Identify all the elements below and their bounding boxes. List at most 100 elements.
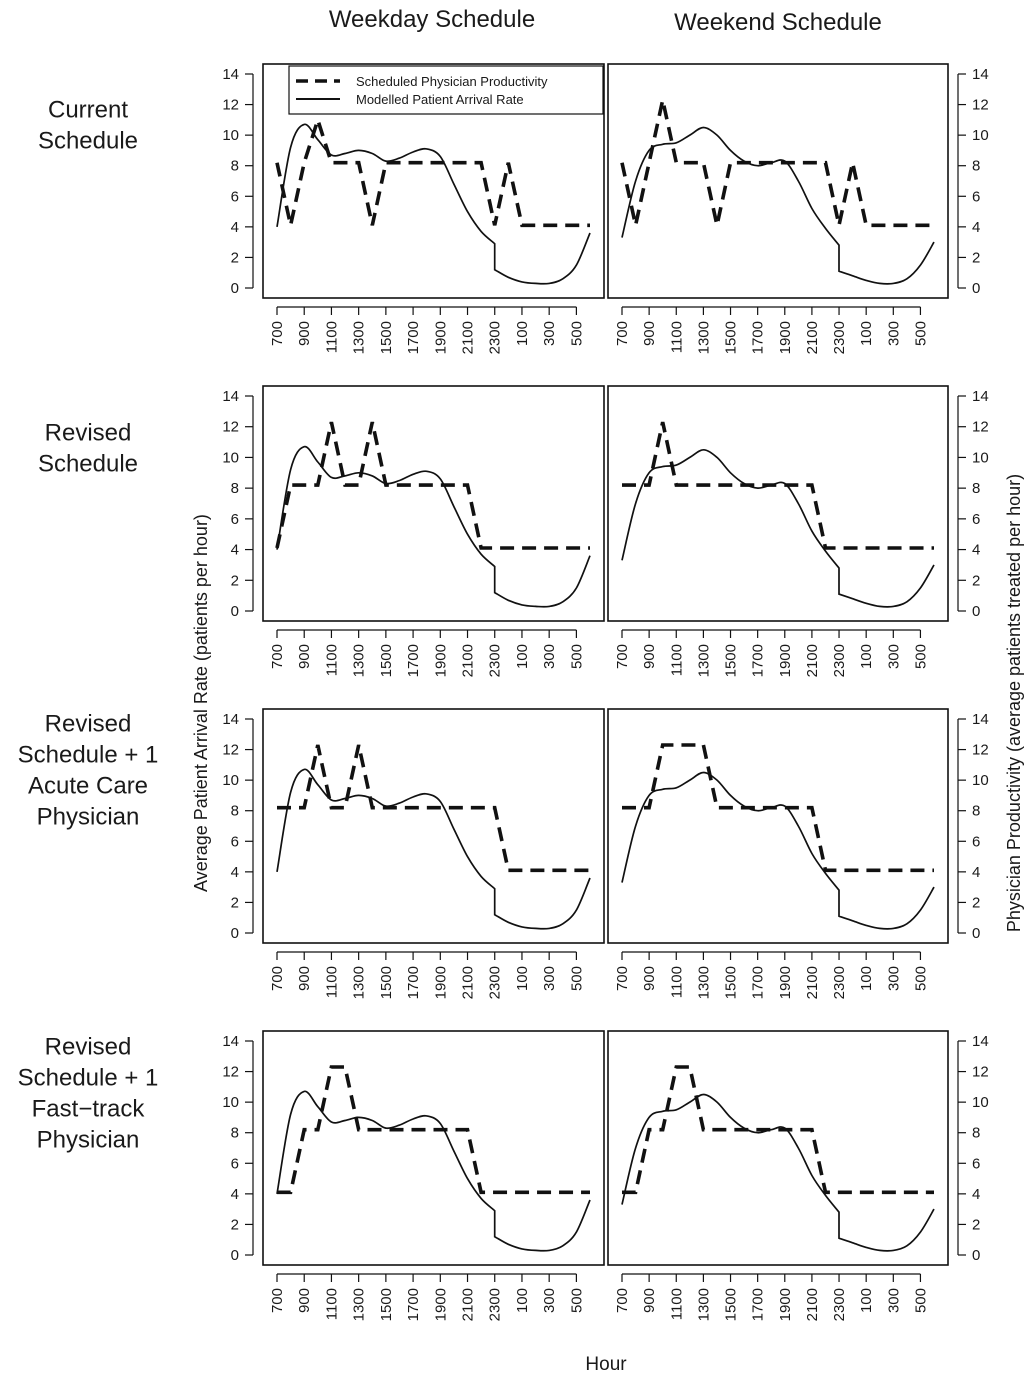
panel-frame [607,708,949,944]
x-tick-label: 2300 [831,321,848,354]
x-tick-label: 100 [858,1288,875,1313]
x-tick-label: 300 [885,1288,902,1313]
x-tick-label: 500 [568,1288,585,1313]
panel-4-weekend: 700 900 1100 1300 1500 1700 1900 2100 2300 100 300… [607,1030,989,1321]
row-title-line: Revised [45,420,132,447]
x-tick-label: 2300 [831,644,848,677]
x-tick-label: 2300 [831,1288,848,1321]
y-tick-label: 14 [972,388,989,405]
x-tick-label: 1500 [378,966,395,999]
row-title-line: Current [48,97,128,124]
y-tick-label: 2 [231,1216,239,1233]
panel-frame [262,63,605,299]
x-tick-label: 500 [912,644,929,669]
y-tick-label: 10 [222,1094,239,1111]
y-tick-label: 4 [231,542,239,559]
x-tick-label: 100 [514,1288,531,1313]
panel-frame [262,708,605,944]
x-tick-label: 900 [641,966,658,991]
y-tick-label: 6 [972,833,980,850]
y-tick-label: 0 [972,1247,980,1264]
x-tick-label: 2100 [460,966,477,999]
y-tick-label: 10 [972,1094,989,1111]
y-axis-title-right: Physician Productivity (average patients… [1004,474,1024,932]
x-tick-label: 1300 [695,321,712,354]
x-tick-label: 700 [269,644,286,669]
y-tick-label: 4 [972,864,980,881]
y-tick-label: 0 [231,925,239,942]
x-tick-label: 700 [614,966,631,991]
x-tick-label: 1300 [351,321,368,354]
x-tick-label: 1700 [750,321,767,354]
x-tick-label: 900 [641,321,658,346]
x-tick-label: 1900 [777,966,794,999]
y-tick-label: 2 [972,572,980,589]
panel-frame [607,1030,949,1266]
y-tick-label: 4 [972,1186,980,1203]
y-tick-label: 8 [972,803,980,820]
x-tick-label: 2100 [804,644,821,677]
y-tick-label: 12 [222,97,239,114]
row-title-3: Revised Schedule + 1 Acute Care Physician [18,711,159,831]
y-tick-label: 6 [972,188,980,205]
y-tick-label: 0 [231,603,239,620]
y-tick-label: 14 [222,711,239,728]
panel-1-weekday: 700 900 1100 1300 1500 1700 1900 2100 2300 100 300… [222,63,605,354]
y-tick-label: 8 [231,1125,239,1142]
y-axis-title-left: Average Patient Arrival Rate (patients p… [191,514,211,892]
x-tick-label: 1500 [723,1288,740,1321]
y-tick-label: 10 [972,772,989,789]
column-title-weekend: Weekend Schedule [674,9,882,36]
x-tick-label: 1500 [378,1288,395,1321]
x-tick-label: 300 [541,966,558,991]
x-tick-label: 2300 [487,644,504,677]
panel-frame [607,63,949,299]
arrival-rate-line [276,1090,591,1252]
arrival-rate-line [621,1093,935,1252]
y-tick-label: 6 [972,1155,980,1172]
y-tick-label: 6 [972,511,980,528]
x-tick-label: 300 [885,966,902,991]
y-tick-label: 12 [972,97,989,114]
productivity-line [277,1065,590,1195]
y-tick-label: 8 [231,480,239,497]
x-tick-label: 300 [541,1288,558,1313]
arrival-rate-line [621,771,935,930]
arrival-rate-line [276,445,591,608]
x-tick-label: 100 [858,966,875,991]
column-title-weekday: Weekday Schedule [329,6,535,33]
y-tick-label: 12 [222,1064,239,1081]
y-tick-label: 2 [972,1216,980,1233]
panel-1-weekend: 700 900 1100 1300 1500 1700 1900 2100 2300 100 300… [607,63,989,354]
x-tick-label: 2100 [804,1288,821,1321]
x-tick-label: 700 [269,1288,286,1313]
y-tick-label: 12 [972,1064,989,1081]
productivity-line [622,743,934,873]
panel-4-weekday: 700 900 1100 1300 1500 1700 1900 2100 2300 100 300… [222,1030,605,1321]
y-tick-label: 8 [972,480,980,497]
y-tick-label: 0 [972,280,980,297]
y-tick-label: 14 [972,711,989,728]
x-tick-label: 100 [514,321,531,346]
productivity-line [275,113,590,228]
productivity-line [622,1065,934,1195]
productivity-line [277,744,590,873]
arrival-rate-line [621,126,935,285]
productivity-line [275,421,590,550]
x-tick-label: 1700 [750,966,767,999]
y-tick-label: 6 [231,1155,239,1172]
x-tick-label: 2100 [460,321,477,354]
x-tick-label: 1100 [668,321,685,353]
x-tick-label: 300 [885,644,902,669]
panel-frame [607,385,949,622]
x-tick-label: 700 [269,966,286,991]
x-tick-label: 1100 [668,966,685,998]
y-tick-label: 14 [222,1033,239,1050]
x-tick-label: 2300 [831,966,848,999]
x-tick-label: 500 [568,321,585,346]
x-tick-label: 900 [641,644,658,669]
y-tick-label: 10 [222,772,239,789]
productivity-line [620,99,934,228]
x-tick-label: 1300 [351,966,368,999]
